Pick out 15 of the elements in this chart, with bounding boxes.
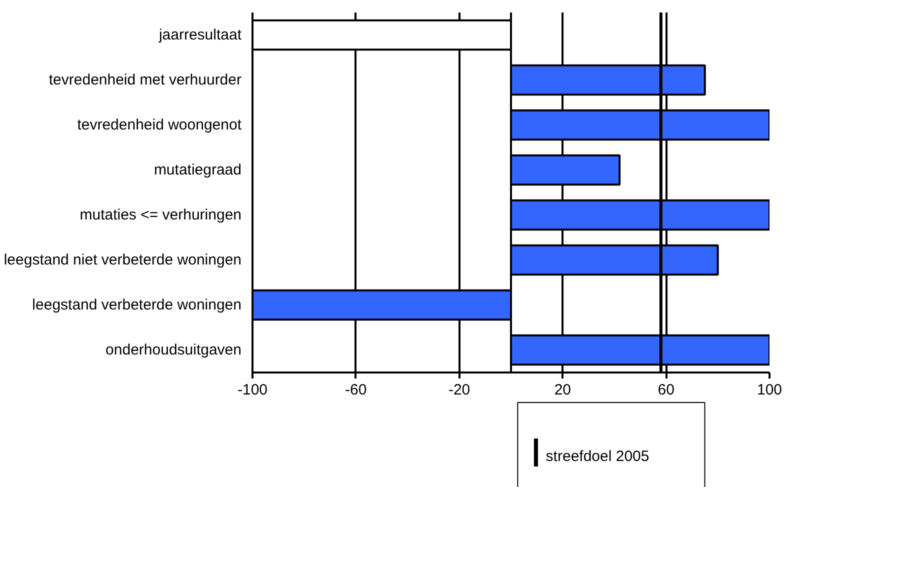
x-tick-label: -20 bbox=[448, 382, 470, 398]
y-tick-label: leegstand niet verbeterde woningen bbox=[4, 252, 242, 268]
x-tick-label: -100 bbox=[237, 382, 268, 398]
y-tick-label: leegstand verbeterde woningen bbox=[32, 296, 242, 314]
y-tick-label: jaarresultaat bbox=[158, 26, 242, 44]
x-tick-label: 20 bbox=[554, 382, 572, 398]
x-tick-label: 60 bbox=[658, 382, 674, 398]
y-tick-label: onderhoudsuitgaven bbox=[106, 342, 242, 358]
y-tick-label: tevredenheid woongenot bbox=[77, 116, 242, 134]
y-tick-label: tevredenheid met verhuurder bbox=[48, 72, 242, 88]
legend-label: streefdoel 2005 bbox=[546, 448, 650, 465]
x-tick-label: -60 bbox=[345, 382, 367, 398]
y-tick-label: mutaties <= verhuringen bbox=[80, 206, 242, 224]
x-tick-label: 100 bbox=[756, 382, 782, 398]
y-tick-label: mutatiegraad bbox=[154, 162, 242, 178]
